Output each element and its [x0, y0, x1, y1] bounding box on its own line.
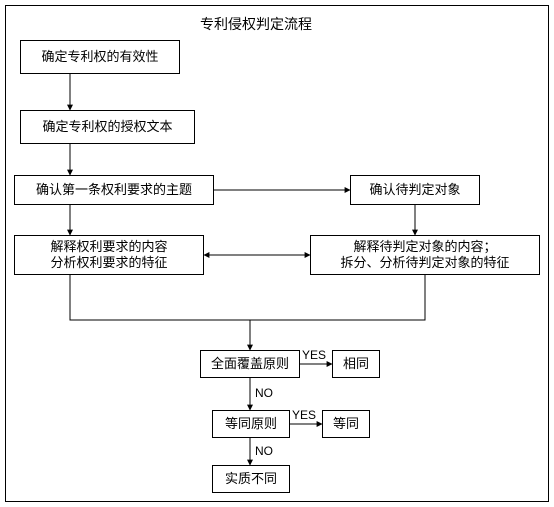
edge-label-e10: YES: [302, 348, 326, 362]
diagram-title: 专利侵权判定流程: [200, 14, 312, 34]
edge-label-e12: YES: [292, 408, 316, 422]
node-n7: 全面覆盖原则: [200, 350, 300, 378]
node-n8: 相同: [332, 350, 380, 378]
node-n1: 确定专利权的有效性: [20, 40, 180, 74]
edge-label-e13: NO: [255, 444, 273, 458]
node-n5: 解释权利要求的内容 分析权利要求的特征: [14, 235, 204, 275]
flowchart-canvas: 专利侵权判定流程 确定专利权的有效性确定专利权的授权文本确认第一条权利要求的主题…: [0, 0, 554, 507]
node-n2: 确定专利权的授权文本: [20, 110, 195, 144]
node-n10: 等同: [322, 410, 370, 438]
node-n3: 确认第一条权利要求的主题: [14, 175, 214, 205]
node-n4: 确认待判定对象: [350, 175, 480, 205]
edge-label-e11: NO: [255, 386, 273, 400]
node-n6: 解释待判定对象的内容； 拆分、分析待判定对象的特征: [310, 235, 540, 275]
node-n9: 等同原则: [212, 410, 290, 438]
node-n11: 实质不同: [212, 465, 290, 493]
